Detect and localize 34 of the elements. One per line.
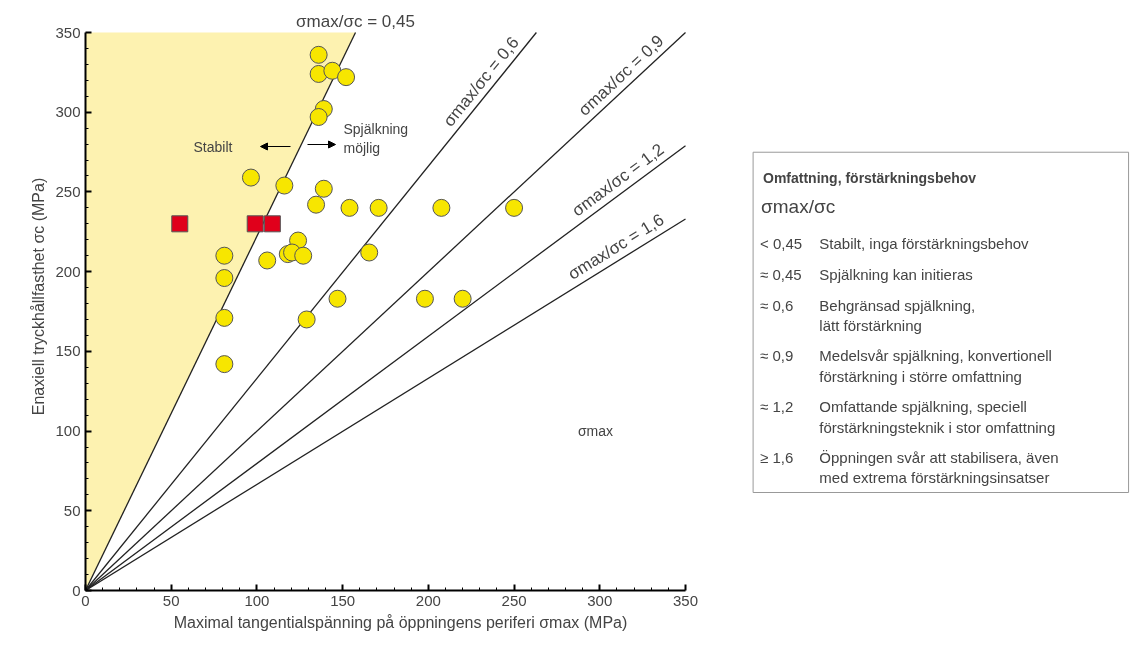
- text: Omfattning, förstärkningsbehov: [762, 169, 977, 186]
- annotation: Spjälkning möjlig: [343, 120, 409, 157]
- x-tick-label: 350: [672, 591, 699, 609]
- text: ≈ 0,9: [760, 347, 794, 365]
- text: Öppningen svår att stabilisera, även med extrema förstärkningsinsatser: [819, 448, 1059, 487]
- y-tick-label: 50: [63, 501, 81, 519]
- x-tick-label: 300: [587, 591, 613, 609]
- text: Behgränsad spjälkning, lätt förstärkning: [819, 296, 976, 334]
- y-tick-label: 350: [55, 23, 81, 41]
- text: ≈ 1,2: [760, 398, 794, 416]
- text: ≈ 0,45: [760, 265, 802, 283]
- x-tick-label: 250: [501, 591, 527, 609]
- text: Omfattande spjälkning, speciell förstärkningsteknik i stor omfattning: [819, 398, 1056, 436]
- y-axis-title: Enaxiell tryckhållfasthet σc (MPa): [30, 177, 48, 416]
- x-tick-label: 150: [330, 591, 356, 609]
- text: ≈ 0,6: [760, 296, 794, 314]
- annotation: σmax: [577, 422, 614, 439]
- x-axis-title: Maximal tangentialspänning på öppningens periferi σmax (MPa): [173, 613, 628, 631]
- text: Stabilt, inga förstärkningsbehov: [819, 234, 1030, 252]
- x-tick-label: 50: [162, 591, 180, 609]
- y-tick-label: 300: [55, 103, 81, 121]
- text: Medelsvår spjälkning, konvertionell förstärkning i större omfattning: [819, 347, 1052, 385]
- y-tick-label: 200: [55, 262, 81, 280]
- y-tick-label: 100: [55, 422, 81, 440]
- text: σmax/σc: [761, 196, 836, 218]
- y-tick-label: 150: [55, 342, 81, 360]
- annotation: Stabilt: [193, 138, 233, 155]
- x-tick-label: 200: [415, 591, 441, 609]
- text: < 0,45: [760, 234, 803, 252]
- x-tick-label: 100: [244, 591, 270, 609]
- text: Spjälkning kan initieras: [819, 265, 973, 283]
- series-label: σmax/σc = 0,45: [296, 11, 415, 31]
- text: ≥ 1,6: [760, 448, 794, 466]
- y-tick-label: 250: [55, 182, 81, 200]
